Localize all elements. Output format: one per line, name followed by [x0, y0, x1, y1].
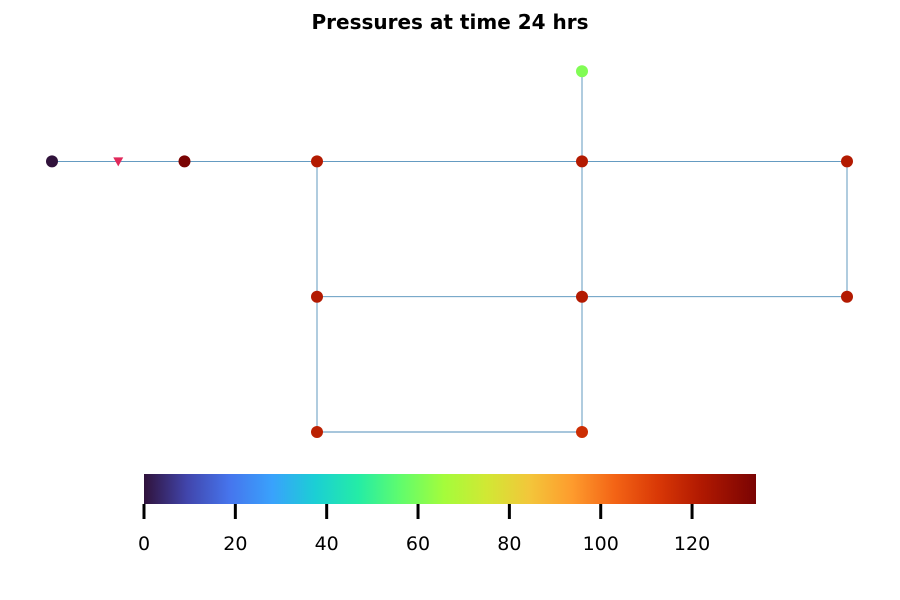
junction-node: [841, 155, 853, 168]
pump-marker: [113, 157, 124, 167]
junction-node: [576, 155, 588, 168]
colorbar-tick-label: 0: [138, 533, 150, 555]
junction-node: [178, 155, 191, 168]
chart-title: Pressures at time 24 hrs: [311, 10, 589, 34]
colorbar-gradient: [144, 474, 756, 504]
reservoir-node: [46, 155, 58, 168]
colorbar-tick-label: 40: [315, 533, 339, 555]
colorbar-tick-label: 20: [223, 533, 247, 555]
colorbar: 0 20 40 60 80 100 120: [138, 474, 756, 555]
network-nodes: [46, 65, 853, 438]
colorbar-ticks: 0 20 40 60 80 100 120: [138, 504, 710, 555]
junction-node: [576, 426, 588, 438]
colorbar-tick-label: 60: [406, 533, 430, 555]
junction-node: [311, 426, 323, 438]
colorbar-tick-label: 80: [497, 533, 521, 555]
colorbar-tick-label: 120: [674, 533, 710, 555]
pipe-links: [52, 71, 848, 433]
junction-node: [841, 290, 853, 303]
junction-node: [311, 290, 323, 303]
junction-node: [576, 290, 588, 303]
tank-node: [576, 65, 588, 78]
junction-node: [311, 155, 323, 168]
colorbar-tick-label: 100: [583, 533, 619, 555]
